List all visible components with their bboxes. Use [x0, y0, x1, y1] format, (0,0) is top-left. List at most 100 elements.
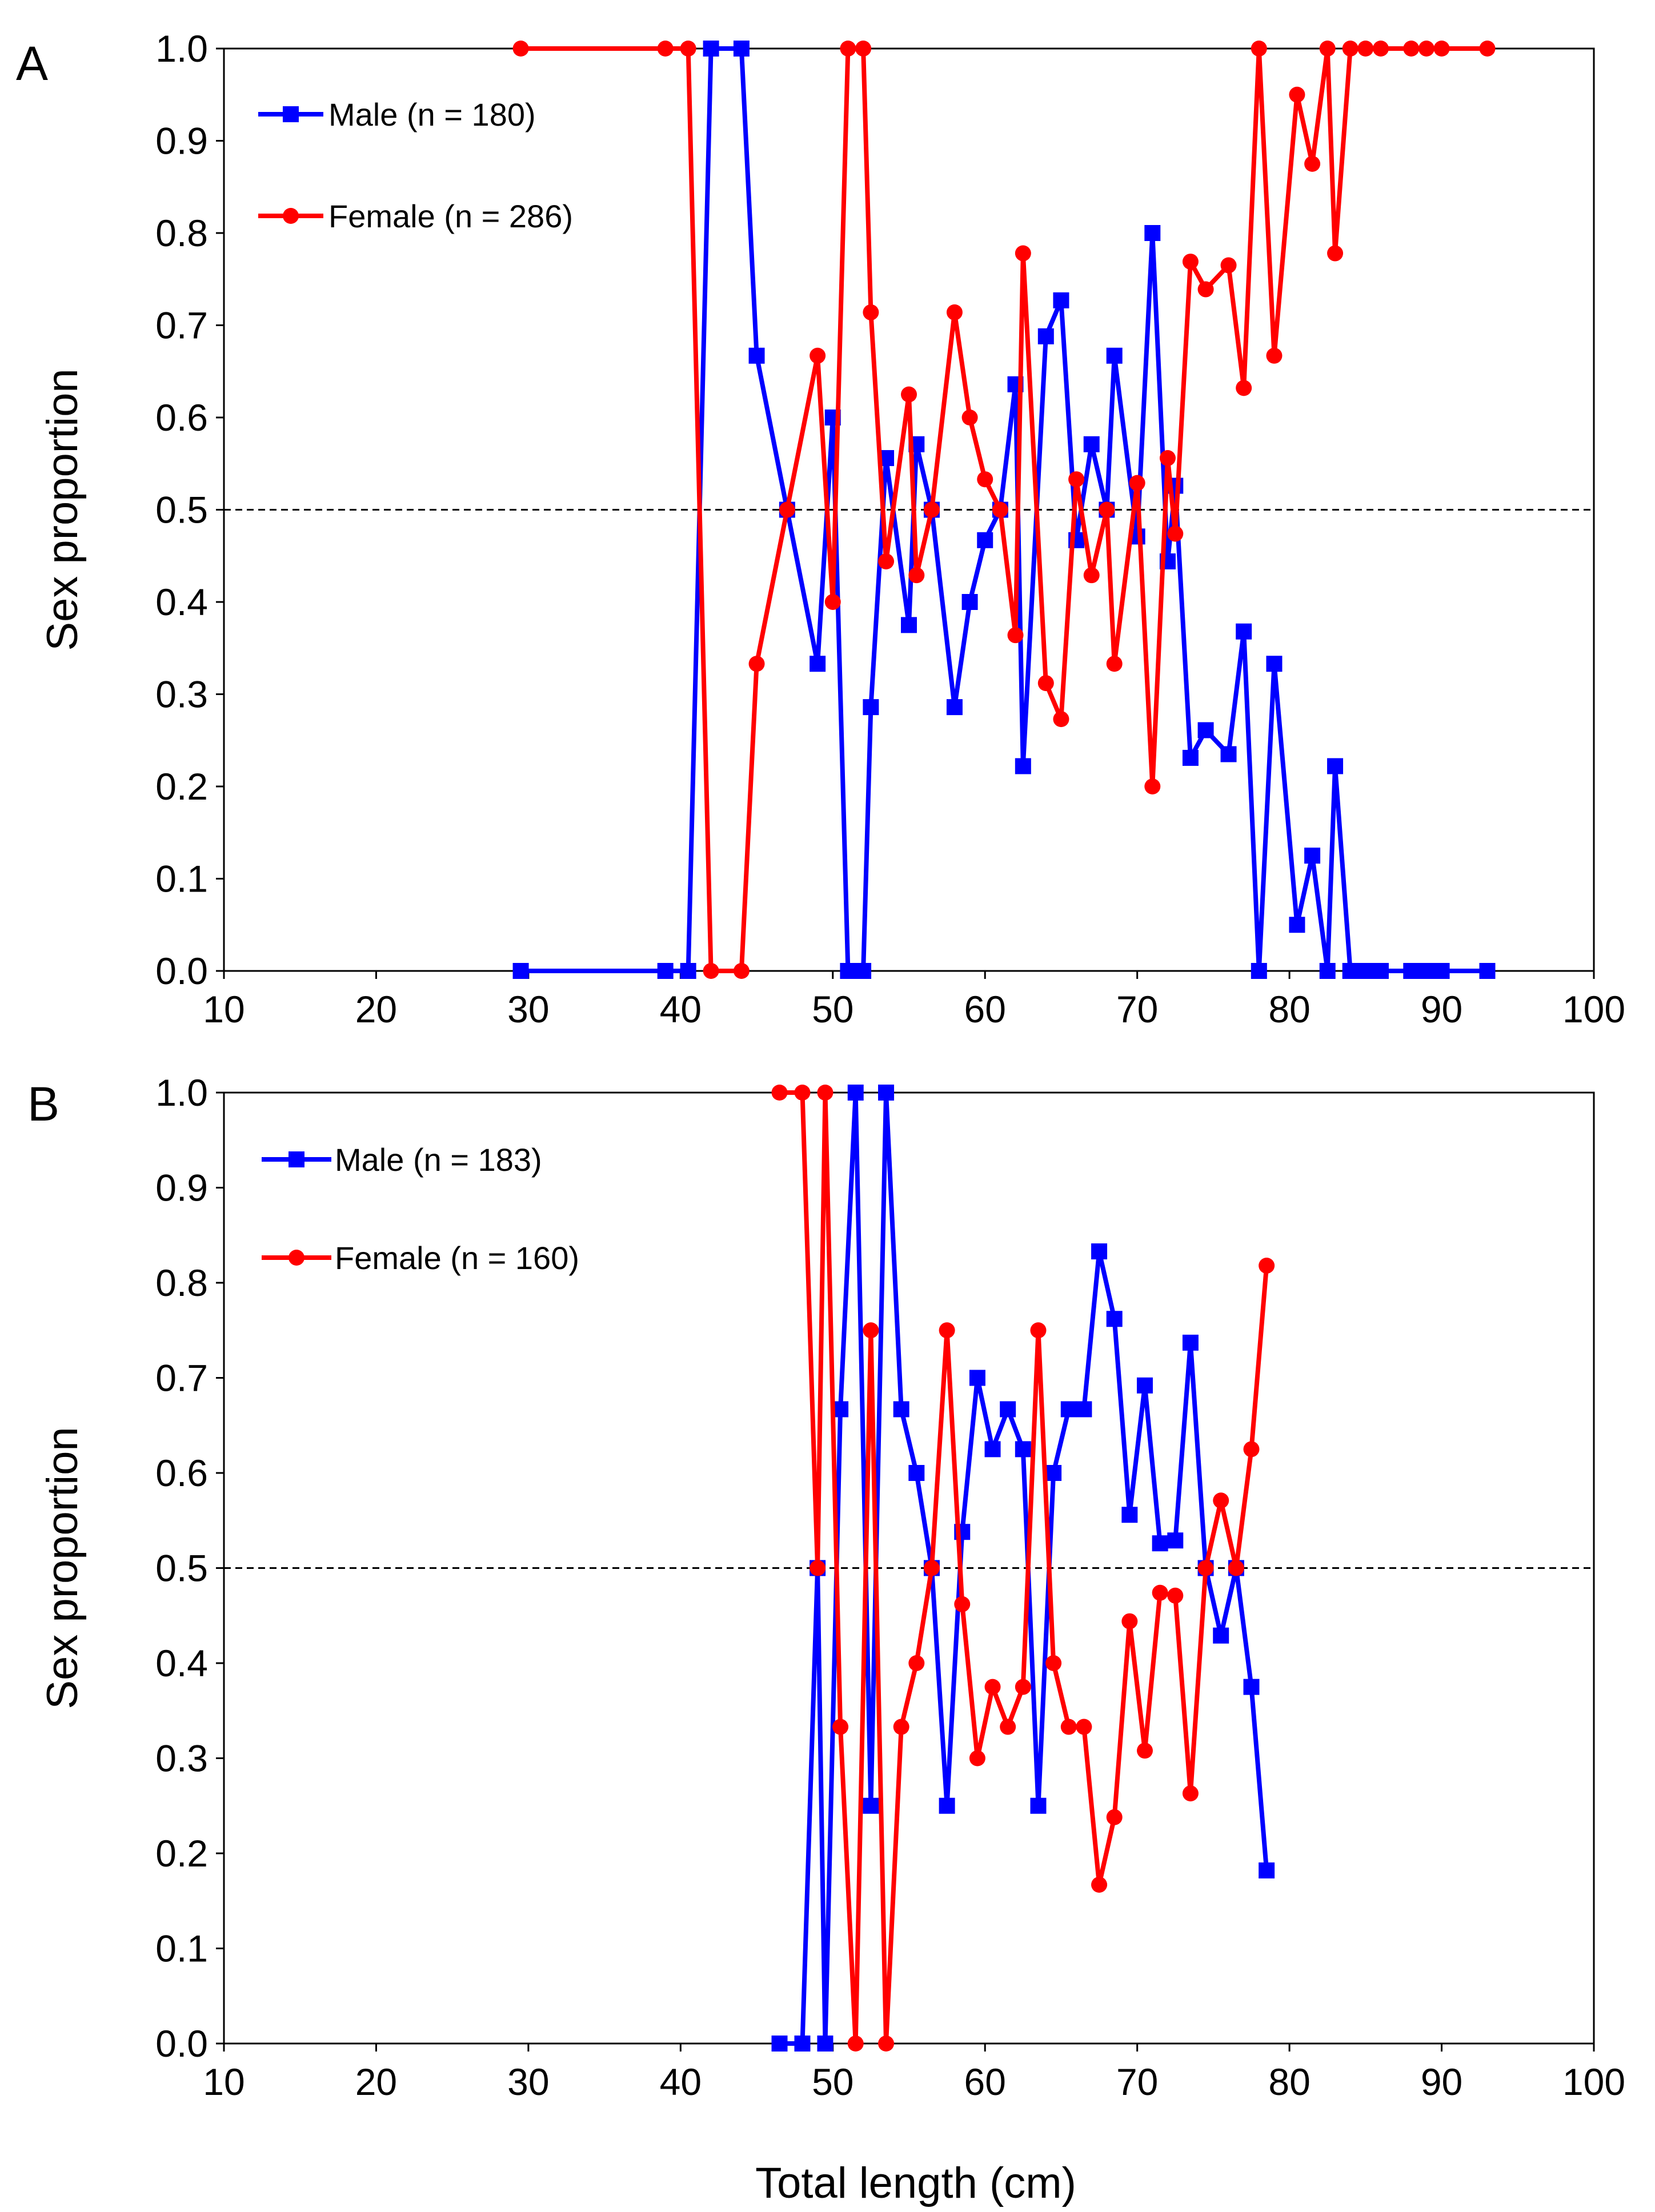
panel-b-male-point	[1243, 1679, 1260, 1695]
panel-a-female-point	[1106, 656, 1123, 672]
panel-b-female-point	[1076, 1719, 1092, 1735]
panel-b-x-tick-label: 60	[964, 2061, 1006, 2103]
panel-a-male-point	[840, 963, 856, 979]
panel-a-male-point	[1236, 623, 1252, 640]
panel-b-female-point	[794, 1085, 811, 1101]
panel-b-x-tick-label: 100	[1562, 2061, 1625, 2103]
panel-a-male-point	[1144, 225, 1161, 241]
panel-a-female-point	[512, 41, 529, 57]
panel-a-y-tick-label: 0.3	[155, 673, 208, 716]
panel-a-male-point	[1304, 848, 1321, 864]
panel-a-male-point	[1357, 963, 1374, 979]
panel-b-male-point	[1091, 1243, 1108, 1260]
panel-b-male-point	[939, 1797, 955, 1814]
panel-a-male-point	[1220, 746, 1237, 762]
panel-a-female-point	[1433, 41, 1450, 57]
panel-b-female-point	[863, 1322, 879, 1339]
panel-b-male-point	[1015, 1441, 1031, 1458]
panel-a-female-point	[855, 41, 872, 57]
panel-a-male-point	[680, 963, 696, 979]
panel-b: B 0.0 0.1 0.2 0.3 0.4 0.5 0.6 0.7 0.8 0.9 1.0 10 20 30…	[27, 1071, 1625, 2103]
panel-a-y-tick-label: 0.4	[155, 581, 208, 623]
panel-b-legend-female-label: Female (n = 160)	[335, 1240, 579, 1276]
panel-a-letter: A	[16, 37, 48, 90]
panel-b-male-point	[908, 1465, 925, 1481]
panel-a-male-point	[733, 41, 750, 57]
panel-a-male-point	[1182, 749, 1199, 766]
panel-a-female-point	[1037, 675, 1054, 692]
panel-a-male-point	[512, 963, 529, 979]
panel-b-male-point	[1259, 1862, 1275, 1878]
panel-a: A 0.0 0.1 0.2 0.3 0.4 0.5 0.6 0.7 0.8 0.9 1.0 10 20 30…	[16, 27, 1625, 1030]
panel-b-male-point	[847, 1085, 864, 1101]
panel-a-x-tick-label: 100	[1562, 988, 1625, 1030]
panel-b-y-tick-label: 0.6	[155, 1452, 208, 1494]
panel-a-male-point	[1037, 328, 1054, 344]
panel-a-male-point	[1479, 963, 1496, 979]
panel-a-male-point	[1289, 917, 1305, 933]
panel-a-y-tick-label: 0.0	[155, 950, 208, 992]
panel-b-y-axis-label: Sex proportion	[38, 1427, 87, 1709]
panel-a-male-point	[1372, 963, 1389, 979]
panel-b-legend-male-marker	[288, 1151, 304, 1167]
panel-a-female-point	[1403, 41, 1420, 57]
panel-a-x-tick-label: 30	[507, 988, 549, 1030]
panel-b-female-point	[1228, 1560, 1244, 1576]
panel-b-female-point	[984, 1679, 1001, 1695]
panel-a-x-tick-label: 90	[1421, 988, 1462, 1030]
panel-a-male-point	[1342, 963, 1359, 979]
panel-a-y-tick-label: 0.7	[155, 304, 208, 347]
panel-a-male-point	[855, 963, 872, 979]
panel-b-female-point	[832, 1719, 849, 1735]
panel-a-male-point	[703, 41, 719, 57]
panel-a-x-tick-label: 20	[355, 988, 397, 1030]
panel-b-female-point	[847, 2036, 864, 2052]
panel-a-female-point	[992, 501, 1008, 518]
panel-b-plot-frame	[223, 1091, 1595, 2045]
panel-b-male-point	[863, 1797, 879, 1814]
panel-b-y-tick-label: 0.1	[155, 1928, 208, 1970]
panel-a-female-point	[1418, 41, 1434, 57]
panel-a-y-tick-label: 0.1	[155, 858, 208, 900]
panel-b-male-point	[984, 1441, 1001, 1458]
panel-b-letter: B	[27, 1077, 59, 1131]
panel-b-y-tick-label: 1.0	[155, 1071, 208, 1114]
panel-a-female-point	[1129, 475, 1145, 491]
panel-b-x-tick-label: 30	[507, 2061, 549, 2103]
panel-a-x-tick-label: 10	[203, 988, 245, 1030]
panel-b-female-point	[1197, 1560, 1214, 1576]
panel-b-female-point	[1259, 1258, 1275, 1274]
panel-a-male-point	[1053, 292, 1069, 308]
panel-a-y-tick-label: 0.5	[155, 489, 208, 531]
panel-a-x-tick-label: 80	[1268, 988, 1310, 1030]
panel-b-male-point	[1045, 1465, 1062, 1481]
panel-a-female-point	[863, 304, 879, 320]
panel-b-female-point	[817, 1085, 833, 1101]
panel-b-female-point	[1060, 1719, 1077, 1735]
panel-b-male-point	[1000, 1401, 1016, 1418]
panel-a-male-point	[961, 594, 978, 610]
panel-a-male-point	[1433, 963, 1450, 979]
panel-a-male-point	[810, 656, 826, 672]
panel-b-female-point	[1213, 1492, 1229, 1509]
panel-a-female-point	[1236, 380, 1252, 396]
panel-a-female-point	[901, 386, 917, 403]
panel-a-female-point	[977, 471, 993, 488]
panel-a-female-point	[1007, 627, 1024, 644]
panel-a-x-tick-label: 60	[964, 988, 1006, 1030]
panel-a-female-point	[657, 41, 674, 57]
panel-a-female-point	[1083, 567, 1100, 584]
panel-a-female-point	[946, 304, 963, 320]
panel-a-y-tick-label: 0.8	[155, 212, 208, 254]
panel-b-x-tick-label: 70	[1116, 2061, 1158, 2103]
panel-b-male-point	[1076, 1401, 1092, 1418]
panel-b-female-point	[939, 1322, 955, 1339]
panel-a-female-point	[1197, 281, 1214, 298]
panel-b-x-tick-label: 80	[1268, 2061, 1310, 2103]
panel-b-y-tick-label: 0.0	[155, 2022, 208, 2065]
panel-a-y-tick-label: 1.0	[155, 27, 208, 70]
panel-b-y-tick-label: 0.3	[155, 1737, 208, 1780]
panel-b-y-tick-label: 0.5	[155, 1547, 208, 1589]
panel-a-female-point	[824, 594, 841, 610]
